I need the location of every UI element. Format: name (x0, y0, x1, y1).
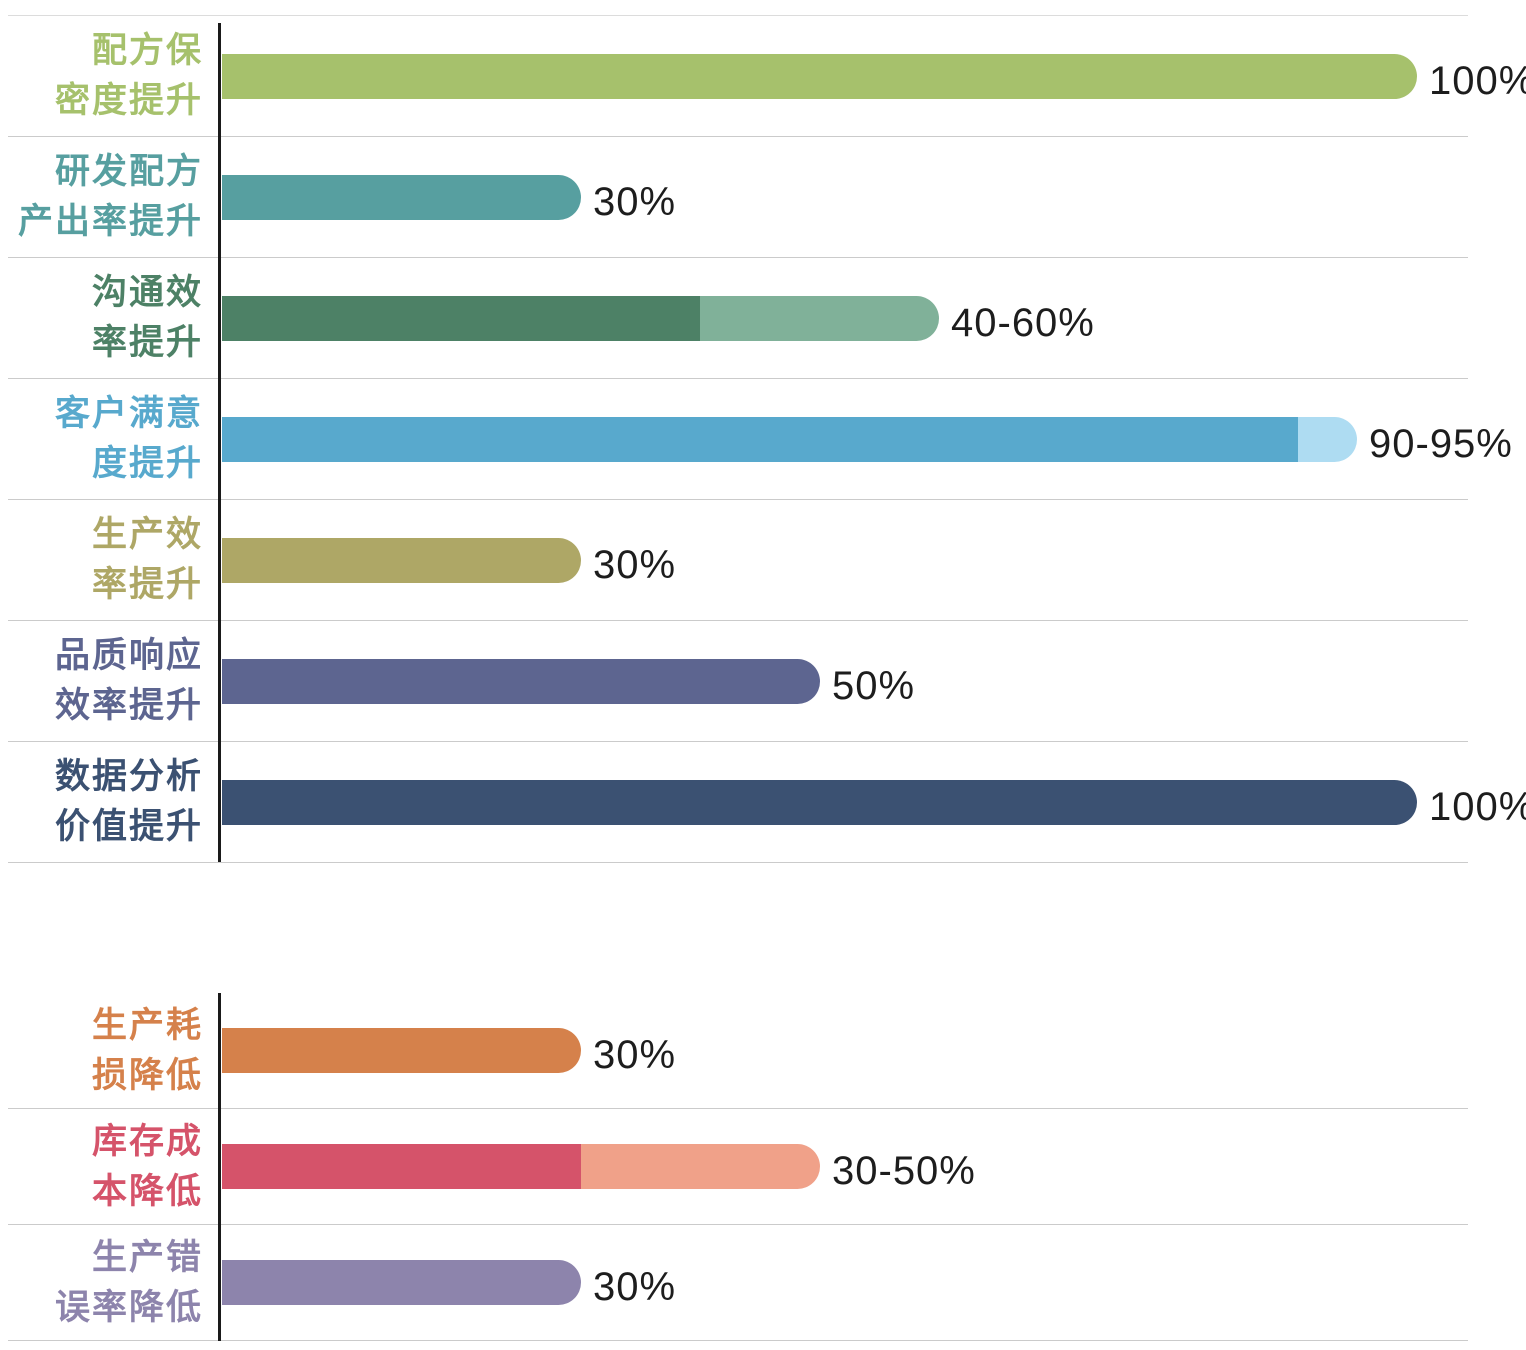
value-label: 30% (593, 179, 677, 224)
bar (222, 1260, 581, 1305)
bar-solid-segment (222, 779, 1417, 825)
bar-range-segment (700, 295, 939, 341)
bar-track: 100% (219, 16, 1526, 136)
chart-row: 配方保 密度提升 100% (8, 16, 1526, 137)
value-label: 30-50% (832, 1149, 976, 1193)
rows-reductions: 生产耗 损降低 30% 库存成 本降低 30-50% 生产错 误率降低 30% (8, 993, 1468, 1341)
bar-range-segment (1298, 416, 1357, 462)
category-label: 沟通效 率提升 (91, 273, 203, 362)
bar-solid-segment (222, 1144, 581, 1189)
value-label: 90-95% (1369, 421, 1513, 466)
bar (222, 1028, 581, 1073)
bar-track: 30% (219, 137, 1468, 257)
category-label: 数据分析 价值提升 (54, 757, 203, 846)
category-label: 生产耗 损降低 (91, 1005, 203, 1095)
value-label: 100% (1429, 784, 1526, 829)
value-label: 50% (832, 663, 916, 708)
chart-row: 生产耗 损降低 30% (8, 993, 1468, 1109)
bar-track: 40-60% (219, 258, 1468, 378)
bar (222, 658, 820, 704)
bar (222, 1144, 820, 1189)
rows-improvements: 配方保 密度提升 100% 研发配方 产出率提升 30% 沟通效 率提升 40-60% 客户满意度… (8, 16, 1526, 863)
bar-track: 30-50% (219, 1109, 1468, 1224)
bar-chart-canvas: 配方保 密度提升 100% 研发配方 产出率提升 30% 沟通效 率提升 40-60% 客户满意度… (0, 15, 1526, 1350)
bar-track: 30% (219, 500, 1468, 620)
category-label: 品质响应 效率提升 (54, 636, 203, 725)
bar-track: 100% (219, 742, 1526, 862)
value-label: 30% (593, 1265, 677, 1309)
chart-row: 生产效 率提升 30% (8, 500, 1468, 621)
bar-solid-segment (222, 658, 820, 704)
bar-solid-segment (222, 416, 1298, 462)
chart-row: 品质响应 效率提升 50% (8, 621, 1468, 742)
chart-row: 库存成 本降低 30-50% (8, 1109, 1468, 1225)
chart-group-improvements: 配方保 密度提升 100% 研发配方 产出率提升 30% 沟通效 率提升 40-60% 客户满意度… (8, 15, 1526, 863)
category-label: 客户满意 度提升 (54, 394, 203, 483)
bar-track: 50% (219, 621, 1468, 741)
value-label: 100% (1429, 58, 1526, 103)
chart-row: 沟通效 率提升 40-60% (8, 258, 1468, 379)
chart-group-reductions: 生产耗 损降低 30% 库存成 本降低 30-50% 生产错 误率降低 30% (8, 993, 1468, 1341)
chart-row: 生产错 误率降低 30% (8, 1225, 1468, 1341)
value-label: 30% (593, 1033, 677, 1077)
category-label: 生产效 率提升 (91, 515, 203, 604)
value-label: 40-60% (951, 300, 1095, 345)
bar-range-segment (581, 1144, 820, 1189)
bar-track: 30% (219, 993, 1468, 1108)
bar (222, 779, 1417, 825)
chart-row: 客户满意 度提升 90-95% (8, 379, 1512, 500)
category-label: 库存成 本降低 (91, 1121, 203, 1211)
chart-row: 研发配方 产出率提升 30% (8, 137, 1468, 258)
bar (222, 537, 581, 583)
bar-solid-segment (222, 537, 581, 583)
bar-solid-segment (222, 1260, 581, 1305)
category-label: 研发配方 产出率提升 (17, 152, 203, 241)
bar-solid-segment (222, 53, 1417, 99)
bar-solid-segment (222, 1028, 581, 1073)
chart-row: 数据分析 价值提升 100% (8, 742, 1526, 863)
bar (222, 53, 1417, 99)
bar-track: 30% (219, 1225, 1468, 1340)
value-label: 30% (593, 542, 677, 587)
bar (222, 416, 1357, 462)
baseline-axis (218, 993, 221, 1341)
baseline-axis (218, 23, 221, 862)
bar-solid-segment (222, 295, 700, 341)
bar-solid-segment (222, 174, 581, 220)
bar-track: 90-95% (219, 379, 1513, 499)
bar (222, 295, 939, 341)
category-label: 配方保 密度提升 (54, 31, 203, 120)
bar (222, 174, 581, 220)
category-label: 生产错 误率降低 (54, 1237, 203, 1327)
